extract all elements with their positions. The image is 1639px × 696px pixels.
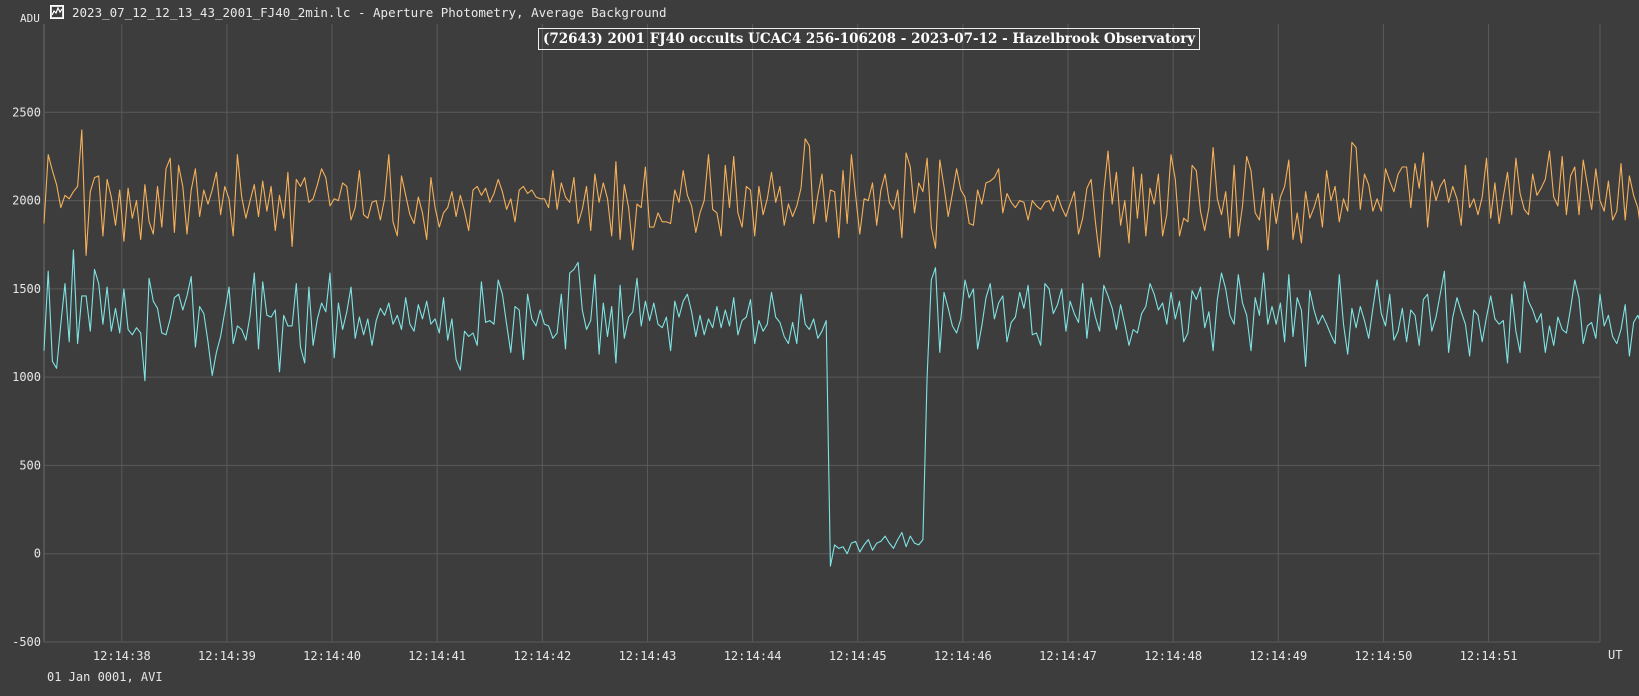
chart-title: (72643) 2001 FJ40 occults UCAC4 256-1062… [538,28,1201,50]
tick-labels: -500 0 500 1000 1500 2000 2500 12:14:38 12:14:39… [12,105,1517,663]
x-tick-label: 12:14:50 [1355,649,1413,663]
x-tick-label: 12:14:43 [619,649,677,663]
x-tick-label: 12:14:45 [829,649,887,663]
x-axis-label: UT [1608,648,1623,662]
x-tick-label: 12:14:46 [934,649,992,663]
x-tick-label: 12:14:44 [724,649,782,663]
x-tick-label: 12:14:39 [198,649,256,663]
x-tick-label: 12:14:48 [1144,649,1202,663]
x-tick-label: 12:14:40 [303,649,361,663]
y-tick-label: 2000 [12,194,41,208]
y-tick-label: 500 [19,458,41,472]
x-tick-label: 12:14:41 [408,649,466,663]
y-tick-label: 0 [34,547,41,561]
y-tick-label: 2500 [12,105,41,119]
x-tick-label: 12:14:42 [513,649,571,663]
x-tick-label: 12:14:49 [1249,649,1307,663]
window-title-bar: 2023_07_12_12_13_43_2001_FJ40_2min.lc - … [50,2,667,22]
footer-date: 01 Jan 0001, AVI [47,670,163,684]
x-tick-label: 12:14:38 [93,649,151,663]
y-tick-label: 1000 [12,370,41,384]
target-star-series [43,249,1639,567]
window-title: 2023_07_12_12_13_43_2001_FJ40_2min.lc - … [72,4,667,20]
chart-icon [50,5,64,19]
y-tick-label: 1500 [12,282,41,296]
comparison-star-series [43,129,1639,258]
y-axis-label: ADU [20,12,40,25]
x-tick-label: 12:14:47 [1039,649,1097,663]
series-lines [43,129,1639,567]
y-tick-label: -500 [12,635,41,649]
x-tick-label: 12:14:51 [1460,649,1518,663]
